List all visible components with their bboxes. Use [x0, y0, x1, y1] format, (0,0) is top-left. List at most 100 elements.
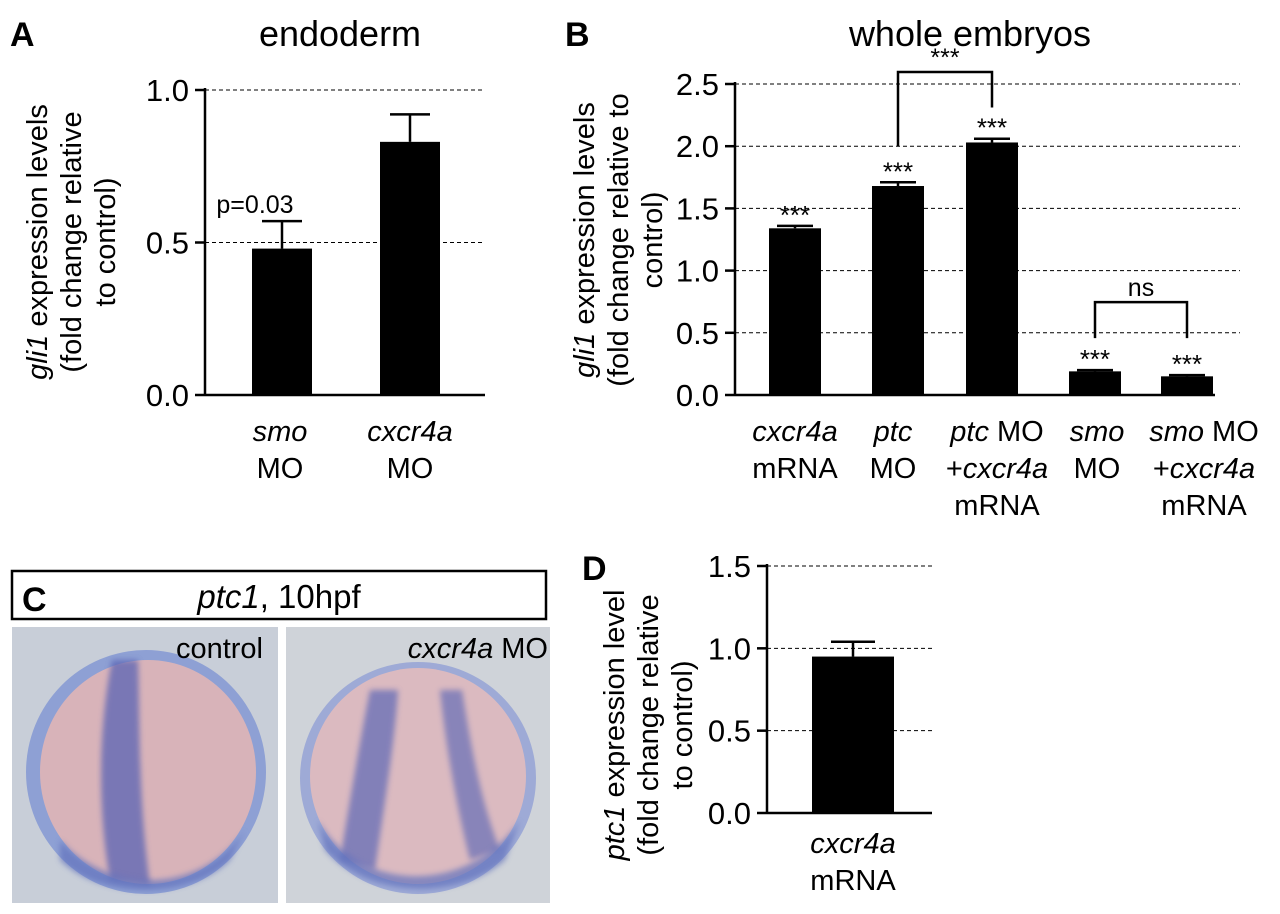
panel-b-xlabel: mRNA [1161, 490, 1247, 522]
panel-a-bar [380, 141, 440, 395]
panel-b-significance-stars: *** [780, 200, 810, 230]
panel-b-xlabel-part: + [946, 453, 963, 485]
panel-b-xlabel-part: + [1153, 453, 1170, 485]
panel-b-ytick-label: 0.0 [676, 378, 719, 413]
panel-b-ytick-label: 1.0 [676, 254, 719, 289]
panel-b-ytick-label: 2.5 [676, 67, 719, 102]
panel-letter-d: D [582, 550, 607, 588]
embryo-control-body [40, 660, 256, 884]
panel-a-ylabel-gene: gli1 [22, 335, 54, 380]
panel-a-ytick-label: 0.0 [146, 378, 189, 413]
panel-b-comparison-label: ns [1128, 274, 1154, 302]
panel-b-xlabel-part: ptc [949, 416, 989, 448]
panel-b-xlabel: MO [870, 453, 917, 485]
panel-b-xlabel-part: cxcr4a [1170, 453, 1255, 485]
embryo-control-stain-margin [60, 830, 245, 890]
panel-b-ylabel-text: expression levels [569, 102, 601, 333]
panel-b-xlabel: +cxcr4a [946, 453, 1048, 485]
svg-text:gli1 expression levels: gli1 expression levels [569, 102, 601, 378]
panel-a-xlabel-1: smo [253, 416, 308, 448]
panel-d-ylabel-line2: (fold change relative [633, 594, 665, 855]
panel-b-xlabel-part: MO [1074, 453, 1121, 485]
panel-a-ylabel-line2: (fold change relative [56, 111, 88, 372]
panel-d: D ptc1 expression level (fold change rel… [582, 549, 932, 897]
panel-a: A endoderm gli1 expression levels (fold … [10, 13, 485, 485]
svg-text:gli1 expression levels: gli1 expression levels [22, 104, 54, 380]
panel-b-ylabel: gli1 expression levels (fold change rela… [569, 93, 669, 386]
panel-letter-a: A [10, 16, 35, 54]
panel-d-ytick-label: 1.0 [708, 631, 751, 666]
panel-b-bar [769, 228, 821, 395]
panel-b-bar [1069, 371, 1121, 395]
panel-b-significance-stars: *** [1172, 349, 1202, 379]
panel-b-xlabel-part: smo [1070, 416, 1125, 448]
panel-b-xlabel-part: cxcr4a [963, 453, 1048, 485]
panel-a-ylabel-text: expression levels [22, 104, 54, 335]
panel-a-bar [252, 248, 312, 395]
panel-b-ytick-label: 1.5 [676, 191, 719, 226]
panel-d-xlabel-line2: mRNA [810, 865, 896, 897]
panel-b-xlabel: ptc MO [949, 416, 1043, 448]
panel-a-ylabel: gli1 expression levels (fold change rela… [22, 104, 122, 380]
panel-b-xlabel-part: MO [989, 416, 1044, 448]
embryo-mo-stain-band-right [440, 690, 500, 860]
micrograph-cxcr4a-mo: cxcr4a MO [286, 627, 550, 903]
panel-a-xlabel-1-line2: MO [257, 453, 304, 485]
panel-b-ylabel-gene: gli1 [569, 333, 601, 378]
panel-d-xlabel: cxcr4a [810, 828, 895, 860]
panel-d-plot: 0.0 0.5 1.0 1.5 [708, 549, 932, 831]
panel-b-xlabel: MO [1074, 453, 1121, 485]
panel-c-header: ptc1, 10hpf [196, 578, 361, 615]
panel-b-xlabel-part: MO [870, 453, 917, 485]
embryo-control-stain-band [101, 660, 150, 885]
panel-d-ytick-label: 0.5 [708, 714, 751, 749]
panel-b-xlabel-part: mRNA [752, 453, 838, 485]
panel-letter-b: B [565, 16, 590, 54]
panel-b-significance-stars: *** [1080, 344, 1110, 374]
panel-b-xlabel-part: mRNA [1161, 490, 1247, 522]
embryo-mo-stain-band-left [340, 690, 398, 870]
micrograph-control: control [12, 627, 278, 903]
panel-d-bar [812, 656, 894, 813]
panel-b-xlabel-part: cxcr4a [752, 416, 837, 448]
panel-b-comparison-bracket [1093, 300, 1189, 339]
panel-a-xlabel-2: cxcr4a [367, 416, 452, 448]
panel-b-comparison-label: *** [930, 44, 959, 72]
panel-b-ylabel-line2: (fold change relative to [603, 93, 635, 386]
panel-b-xlabel: ptc [873, 416, 913, 448]
panel-b-comparison-bracket [896, 70, 994, 147]
panel-b-ytick-label: 2.0 [676, 129, 719, 164]
panel-b-plot: 0.0 0.5 1.0 1.5 2.0 2.5 *** *** *** *** *** *** ns [676, 44, 1240, 413]
micrograph-control-label: control [176, 633, 263, 665]
panel-b-xlabel-part: mRNA [954, 490, 1040, 522]
panel-b-xlabel: smo [1070, 416, 1125, 448]
embryo-mo-stain-margin [318, 820, 520, 889]
panel-a-title: endoderm [259, 13, 421, 54]
panel-b-xlabel-part: smo [1149, 416, 1204, 448]
panel-b-xlabel-part: MO [1204, 416, 1259, 448]
panel-b-bar [966, 142, 1018, 395]
panel-b-xlabel: mRNA [752, 453, 838, 485]
panel-b-xlabel: cxcr4a [752, 416, 837, 448]
panel-a-pvalue: p=0.03 [216, 191, 293, 219]
panel-b: B whole embryos gli1 expression levels (… [565, 13, 1259, 522]
panel-a-ylabel-line3: to control) [90, 178, 122, 307]
svg-text:ptc1 expression level: ptc1 expression level [599, 590, 631, 862]
panel-b-significance-stars: *** [977, 113, 1007, 143]
panel-a-xlabel-2-line2: MO [387, 453, 434, 485]
panel-b-bar [1161, 376, 1213, 395]
panel-d-ylabel-line3: to control) [667, 661, 699, 790]
panel-d-ylabel-text: expression level [599, 590, 631, 806]
panel-b-xlabel-part: ptc [873, 416, 913, 448]
panel-a-plot: 0.0 0.5 1.0 [146, 73, 485, 413]
panel-a-ytick-label: 1.0 [146, 73, 189, 108]
panel-a-xlabels: smo MO cxcr4a MO [253, 416, 453, 485]
panel-d-ylabel: ptc1 expression level (fold change relat… [599, 590, 699, 862]
micrograph-mo-label: cxcr4a MO [408, 633, 548, 665]
panel-b-ytick-label: 0.5 [676, 316, 719, 351]
panel-b-xlabel: smo MO [1149, 416, 1259, 448]
panel-d-ylabel-gene: ptc1 [599, 806, 631, 862]
panel-b-significance-stars: *** [883, 156, 913, 186]
